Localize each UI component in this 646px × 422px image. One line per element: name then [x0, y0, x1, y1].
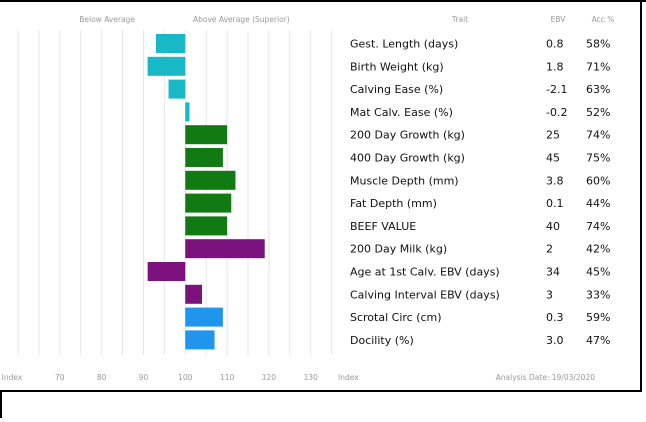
row-trait: Muscle Depth (mm) — [350, 174, 459, 187]
row-trait: Mat Calv. Ease (%) — [350, 106, 453, 119]
row-ebv: 0.1 — [546, 197, 564, 210]
x-tick-label: 80 — [97, 373, 107, 382]
row-acc: 63% — [586, 83, 610, 96]
row-acc: 47% — [586, 334, 610, 347]
bar — [185, 148, 223, 167]
row-acc: 74% — [586, 129, 610, 142]
bar — [185, 216, 228, 236]
row-trait: Calving Ease (%) — [350, 83, 443, 96]
bars-layer — [147, 34, 265, 350]
row-ebv: 0.8 — [546, 38, 564, 51]
frame-border-left-stub — [0, 392, 2, 418]
bar — [185, 284, 202, 304]
row-ebv: -0.2 — [546, 106, 567, 119]
row-acc: 74% — [586, 220, 610, 233]
row-acc: 60% — [586, 174, 610, 187]
header-ebv: EBV — [551, 15, 567, 24]
row-acc: 42% — [586, 243, 610, 256]
row-ebv: 1.8 — [546, 60, 564, 73]
bar — [185, 125, 228, 145]
frame-border-right — [640, 0, 642, 392]
x-tick-label: 100 — [178, 373, 193, 382]
bar — [185, 307, 223, 327]
row-trait: Gest. Length (days) — [350, 38, 458, 51]
x-tick-label: Index — [2, 373, 23, 382]
frame-border-top — [0, 0, 646, 2]
x-tick-label: 110 — [220, 373, 235, 382]
bar — [156, 34, 186, 53]
bar — [185, 193, 232, 213]
analysis-date: Analysis Date: 19/03/2020 — [496, 373, 596, 382]
row-acc: 75% — [586, 152, 610, 165]
row-ebv: 3 — [546, 288, 553, 301]
bar — [185, 102, 190, 122]
row-ebv: 34 — [546, 266, 560, 279]
row-trait: Calving Interval EBV (days) — [350, 288, 500, 301]
row-ebv: -2.1 — [546, 83, 567, 96]
header-trait: Trait — [451, 15, 468, 24]
bar — [168, 79, 186, 99]
row-acc: 44% — [586, 197, 610, 210]
x-tick-label: 90 — [139, 373, 149, 382]
bar — [147, 56, 186, 76]
rows-text-layer: Gest. Length (days) 0.8 58% Birth Weight (k… — [350, 38, 610, 347]
row-ebv: 0.3 — [546, 311, 564, 324]
row-ebv: 3.8 — [546, 174, 564, 187]
row-ebv: 25 — [546, 129, 560, 142]
row-acc: 58% — [586, 38, 610, 51]
x-ticks-layer: Index 70 80 90 100 110 120 130 — [2, 373, 318, 382]
row-ebv: 45 — [546, 152, 560, 165]
row-trait: 200 Day Growth (kg) — [350, 129, 465, 142]
x-tick-label: 130 — [304, 373, 319, 382]
row-ebv: 3.0 — [546, 334, 564, 347]
row-acc: 52% — [586, 106, 610, 119]
frame-border-bottom — [0, 390, 642, 392]
header-acc: Acc % — [592, 15, 615, 24]
row-trait: Fat Depth (mm) — [350, 197, 437, 210]
grid-layer — [17, 30, 333, 355]
row-trait: Scrotal Circ (cm) — [350, 311, 442, 324]
row-ebv: 40 — [546, 220, 560, 233]
row-trait: BEEF VALUE — [350, 220, 416, 233]
row-acc: 33% — [586, 288, 610, 301]
bar — [185, 170, 236, 190]
row-trait: Age at 1st Calv. EBV (days) — [350, 266, 500, 279]
row-acc: 45% — [586, 266, 610, 279]
x-tick-label: 120 — [262, 373, 277, 382]
row-trait: Birth Weight (kg) — [350, 60, 444, 73]
x-axis-end-label: Index — [338, 373, 359, 382]
row-ebv: 2 — [546, 243, 553, 256]
header-below-average: Below Average — [79, 15, 135, 24]
row-trait: 400 Day Growth (kg) — [350, 152, 465, 165]
row-acc: 71% — [586, 60, 610, 73]
bar — [185, 239, 265, 259]
row-trait: Docility (%) — [350, 334, 414, 347]
x-tick-label: 70 — [55, 373, 65, 382]
bar — [185, 330, 215, 350]
row-trait: 200 Day Milk (kg) — [350, 243, 447, 256]
bar — [147, 262, 186, 281]
header-above-average: Above Average (Superior) — [193, 15, 290, 24]
row-acc: 59% — [586, 311, 610, 324]
